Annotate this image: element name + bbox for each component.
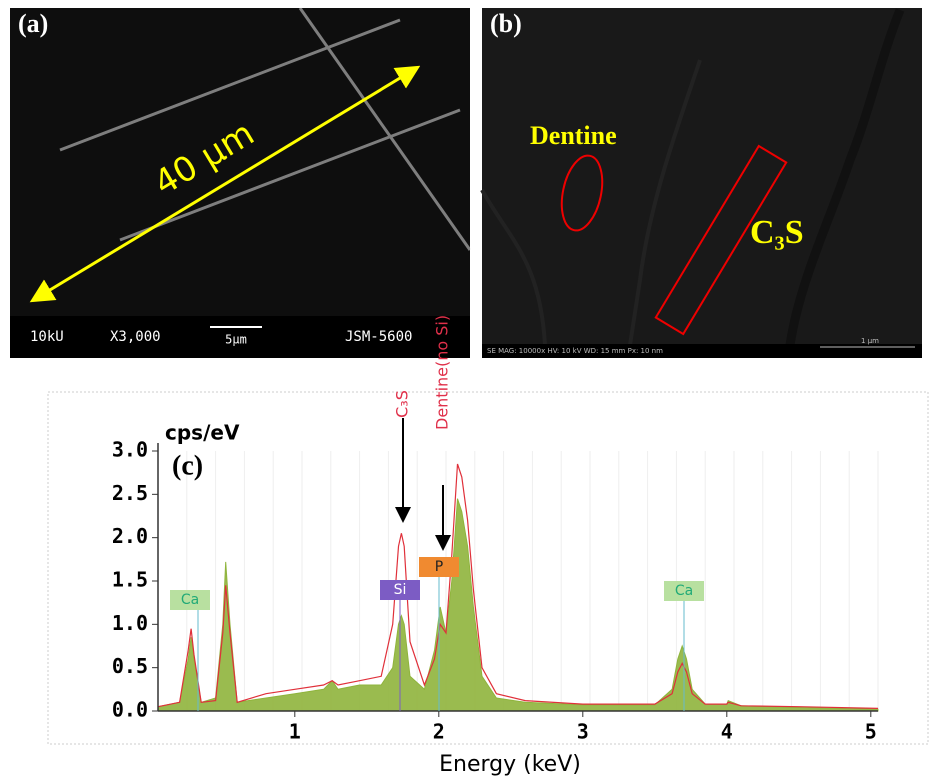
- sem-texture: [10, 8, 470, 358]
- x-tick-label: 1: [289, 720, 301, 744]
- footer-text: X3,000: [110, 329, 161, 345]
- annotation: Dentine(no Si): [433, 315, 452, 430]
- x-tick-label: 2: [433, 720, 445, 744]
- peak-label: Ca: [675, 583, 693, 599]
- y-tick-label: 2.5: [112, 481, 148, 505]
- x-axis-label: Energy (keV): [439, 752, 581, 777]
- footer-text: 10kU: [30, 329, 64, 345]
- annotation: Dentine: [530, 121, 617, 150]
- y-tick-label: 0.5: [112, 654, 148, 678]
- peak-label: Ca: [181, 592, 199, 608]
- x-tick-label: 4: [721, 720, 733, 744]
- spectrum-line: [158, 464, 878, 708]
- spectrum-chart: 0.0 0.5 1.0 1.5 2.0 2.5 3.0 1 2 3 4 5 cps/eV Energy (…: [112, 315, 878, 777]
- peak-label: P: [435, 559, 443, 575]
- annotation: C₃S: [750, 214, 804, 251]
- figure: 40 µm (a) 10kU X3,000 5µm JSM-5600 SE MA…: [0, 0, 930, 782]
- panel-label: (c): [172, 450, 203, 481]
- footer-text: JSM-5600: [345, 329, 412, 345]
- panel-label: (b): [490, 9, 522, 38]
- y-tick-label: 1.5: [112, 568, 148, 592]
- footer-text: 1 µm: [861, 337, 879, 345]
- peak-label: Si: [394, 582, 407, 598]
- panel-label: (a): [18, 9, 48, 38]
- y-tick-label: 2.0: [112, 524, 148, 548]
- y-tick-label: 0.0: [112, 698, 148, 722]
- footer-text: 5µm: [225, 333, 247, 347]
- sem-texture: [482, 8, 922, 358]
- y-axis-label: cps/eV: [165, 421, 240, 445]
- spectrum-area: [158, 499, 878, 711]
- page: 40 µm (a) 10kU X3,000 5µm JSM-5600 SE MA…: [0, 0, 930, 782]
- sem-panel-a: 40 µm (a) 10kU X3,000 5µm JSM-5600: [10, 8, 470, 358]
- sem-panel-b: SE MAG: 10000x HV: 10 kV WD: 15 mm Px: 1…: [482, 8, 922, 358]
- x-tick-label: 5: [865, 720, 877, 744]
- footer-text: SE MAG: 10000x HV: 10 kV WD: 15 mm Px: 1…: [487, 347, 663, 355]
- y-tick-label: 1.0: [112, 611, 148, 635]
- y-tick-label: 3.0: [112, 438, 148, 462]
- x-tick-label: 3: [577, 720, 589, 744]
- annotation: C₃S: [393, 390, 412, 418]
